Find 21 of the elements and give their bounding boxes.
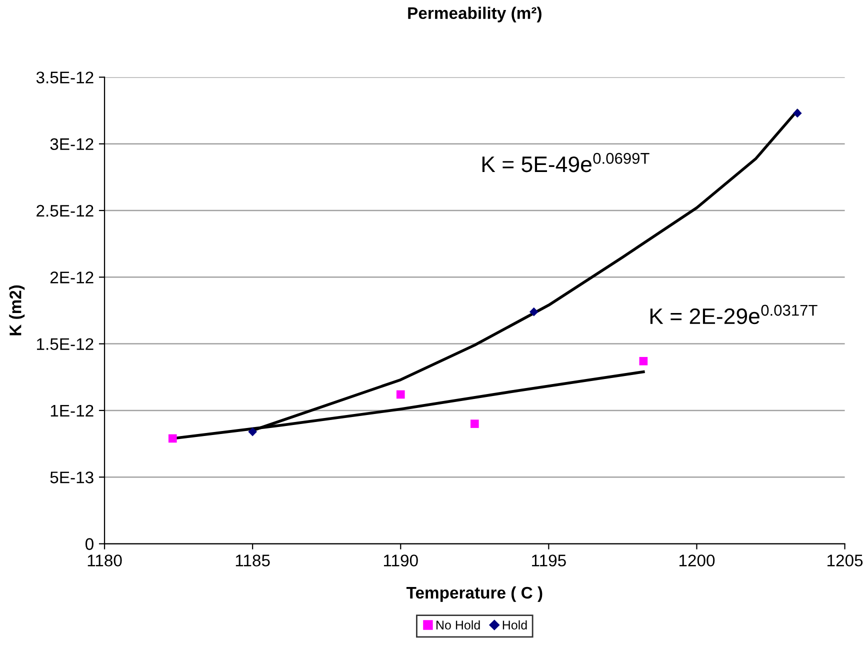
legend-label: Hold <box>502 620 527 630</box>
x-tick-label: 1200 <box>679 554 715 566</box>
y-tick-label: 3.5E-12 <box>36 72 94 84</box>
chart-title: Permeability (m²) <box>408 6 542 22</box>
y-tick-label: 5E-13 <box>50 472 94 484</box>
y-tick-label: 3E-12 <box>50 138 94 150</box>
x-tick-label: 1205 <box>828 554 863 566</box>
x-tick-label: 1195 <box>532 554 566 566</box>
y-tick-label: 1E-12 <box>50 404 94 416</box>
x-tick-label: 1180 <box>88 554 122 566</box>
x-axis-title: Temperature ( C ) <box>406 586 542 602</box>
y-tick-label: 2.5E-12 <box>36 204 94 217</box>
y-tick-label: 2E-12 <box>50 272 94 284</box>
y-tick-label: 1.5E-12 <box>37 338 94 350</box>
legend-label: No Hold <box>436 620 480 630</box>
y-axis-title: K (m2) <box>9 285 25 336</box>
x-tick-label: 1185 <box>236 554 270 566</box>
x-tick-label: 1190 <box>384 554 418 566</box>
annotation: K = 5E-49e$^{0.0699T}$ <box>482 152 650 172</box>
annotation: K = 2E-29e$^{0.0317T}$ <box>650 304 818 324</box>
y-tick-label: 0 <box>85 538 94 550</box>
